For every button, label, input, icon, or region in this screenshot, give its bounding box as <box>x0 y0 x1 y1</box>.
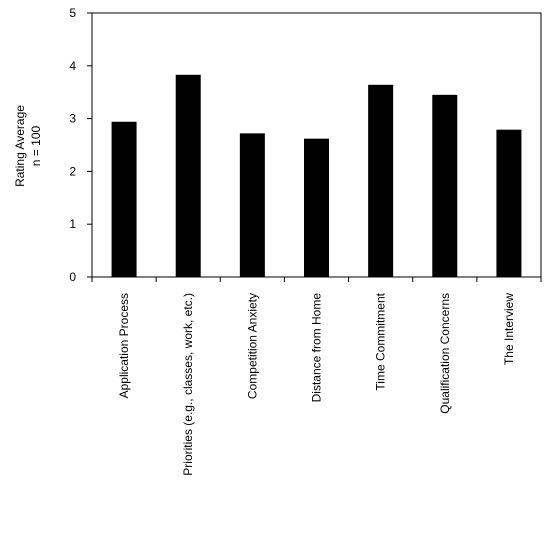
x-category-label: Application Process <box>117 293 131 398</box>
y-tick-label: 5 <box>69 6 76 20</box>
bar <box>111 121 137 277</box>
bar <box>496 129 522 277</box>
y-tick-label: 3 <box>69 112 76 126</box>
y-tick-label: 0 <box>69 270 76 284</box>
x-category-label: Qualification Concerns <box>438 293 452 414</box>
bar <box>239 133 265 277</box>
x-category-label: Competition Anxiety <box>245 293 259 399</box>
x-category-label: Time Commitment <box>374 292 388 390</box>
bar <box>304 138 329 277</box>
plot-area: 0 1 2 3 4 5 Application Process Priorities (e.g… <box>69 6 542 476</box>
x-category-label: The Interview <box>502 293 516 365</box>
x-category-label: Priorities (e.g., classes, work, etc.) <box>181 293 195 476</box>
bar <box>175 74 201 277</box>
y-axis-subtitle: n = 100 <box>29 125 43 166</box>
bar <box>368 84 394 277</box>
x-category-label: Distance from Home <box>310 293 324 403</box>
y-axis-title: Rating Average <box>13 105 27 187</box>
bar <box>432 94 458 277</box>
y-tick-label: 1 <box>69 217 76 231</box>
y-tick-label: 2 <box>69 164 76 178</box>
y-tick-label: 4 <box>69 59 76 73</box>
